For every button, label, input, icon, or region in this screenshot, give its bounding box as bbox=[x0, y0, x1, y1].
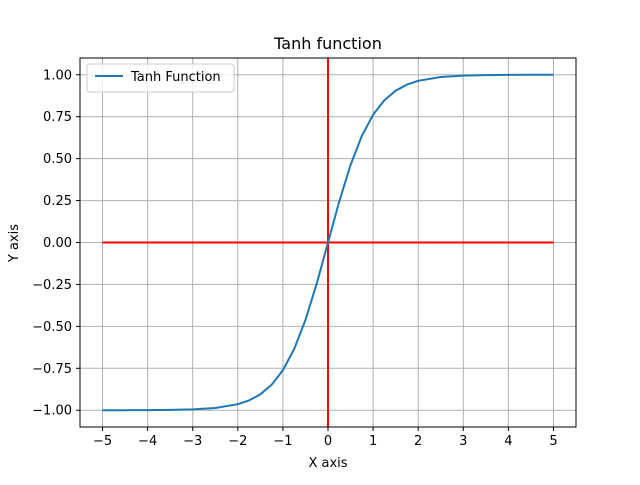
y-tick-label: 0.00 bbox=[43, 236, 72, 251]
x-tick-label: −5 bbox=[93, 434, 112, 449]
x-tick-label: 5 bbox=[549, 434, 557, 449]
y-ticks: −1.00 −0.75 −0.50 −0.25 0.00 0.25 0.50 0.75 1.00 bbox=[32, 68, 80, 419]
x-tick-label: −2 bbox=[228, 434, 247, 449]
y-tick-label: −0.50 bbox=[32, 320, 72, 335]
legend-box bbox=[86, 63, 235, 93]
x-tick-label: −4 bbox=[138, 434, 157, 449]
series-line-tanh bbox=[102, 73, 554, 412]
y-tick-label: 0.25 bbox=[43, 194, 72, 209]
x-tick-label: 1 bbox=[369, 434, 377, 449]
x-tick-label: 3 bbox=[459, 434, 467, 449]
x-tick-label: 0 bbox=[324, 434, 332, 449]
x-tick-label: −1 bbox=[273, 434, 292, 449]
y-tick-label: −0.75 bbox=[32, 362, 72, 377]
y-tick-label: −1.00 bbox=[32, 404, 72, 419]
y-axis-label: Y axis bbox=[7, 224, 22, 263]
legend-label-tanh: Tanh Function bbox=[130, 70, 221, 85]
y-tick-label: 1.00 bbox=[43, 68, 72, 83]
x-tick-label: 2 bbox=[414, 434, 422, 449]
y-tick-label: 0.75 bbox=[43, 110, 72, 125]
y-tick-label: −0.25 bbox=[32, 278, 72, 293]
legend: Tanh Function bbox=[86, 63, 235, 93]
x-axis-label: X axis bbox=[308, 456, 347, 471]
chart-title: Tanh function bbox=[273, 34, 382, 53]
x-tick-label: −3 bbox=[183, 434, 202, 449]
y-tick-label: 0.50 bbox=[43, 152, 72, 167]
x-tick-label: 4 bbox=[504, 434, 512, 449]
x-ticks: −5 −4 −3 −2 −1 0 1 2 3 4 5 bbox=[93, 427, 558, 449]
series-layer bbox=[102, 73, 554, 412]
